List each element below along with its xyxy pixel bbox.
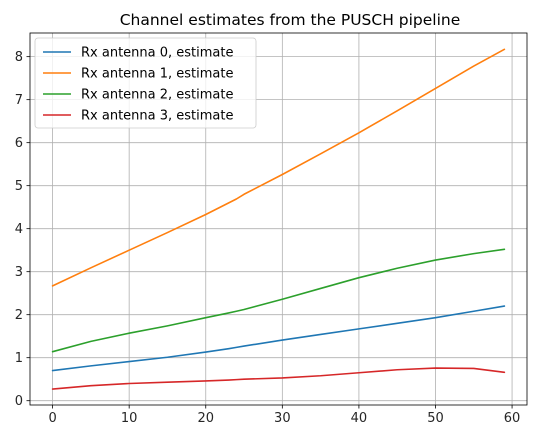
y-tick-label: 7 (15, 93, 23, 108)
y-tick-label: 3 (15, 265, 23, 280)
x-tick-label: 10 (121, 411, 138, 426)
x-tick-label: 20 (197, 411, 214, 426)
y-tick-label: 4 (15, 222, 23, 237)
axis-ticks: 0 10 20 30 40 50 60 0 1 2 3 4 5 6 7 8 (15, 50, 521, 426)
y-tick-label: 1 (15, 351, 23, 366)
series-line-0 (51, 305, 506, 372)
series-line-2 (51, 248, 506, 353)
x-tick-label: 60 (504, 411, 521, 426)
legend-label-2: Rx antenna 2, estimate (81, 88, 233, 103)
legend-box (34, 37, 257, 129)
series-lines (51, 48, 506, 390)
grid (30, 33, 527, 405)
legend-label-0: Rx antenna 0, estimate (81, 46, 233, 61)
series-line-3 (51, 367, 506, 390)
y-tick-label: 5 (15, 179, 23, 194)
chart-title: Channel estimates from the PUSCH pipelin… (120, 11, 461, 29)
x-tick-label: 50 (427, 411, 444, 426)
y-tick-label: 2 (15, 308, 23, 323)
plot-frame (29, 32, 528, 406)
series-line-1 (51, 48, 506, 287)
y-tick-label: 0 (15, 394, 23, 409)
y-tick-label: 8 (15, 50, 23, 65)
x-tick-label: 30 (274, 411, 291, 426)
x-tick-label: 40 (351, 411, 368, 426)
y-tick-label: 6 (15, 136, 23, 151)
legend: Rx antenna 0, estimate Rx antenna 1, esti… (34, 37, 257, 129)
legend-label-1: Rx antenna 1, estimate (81, 67, 233, 82)
x-tick-label: 0 (48, 411, 56, 426)
legend-label-3: Rx antenna 3, estimate (81, 109, 233, 124)
